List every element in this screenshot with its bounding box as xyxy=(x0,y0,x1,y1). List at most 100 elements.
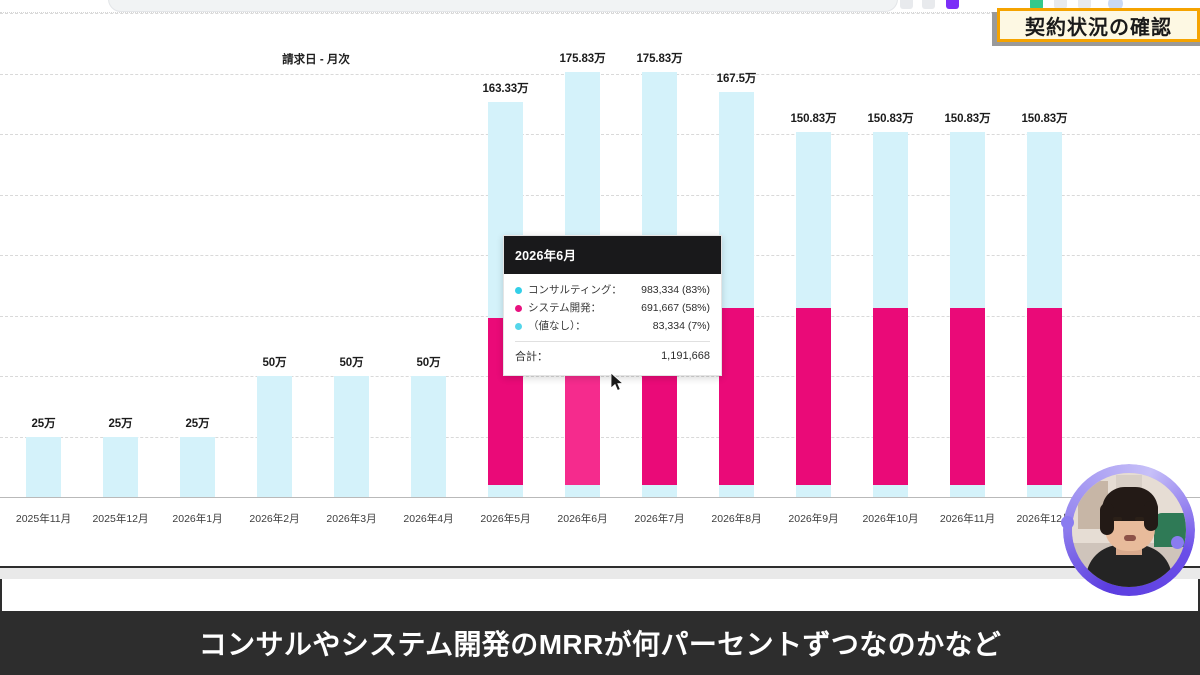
bar-value-label: 50万 xyxy=(339,357,364,369)
bar-value-label: 175.83万 xyxy=(636,52,683,65)
page-top-divider xyxy=(0,12,1200,13)
panel-gray-band xyxy=(0,568,1200,579)
x-axis-title: 請求日 - 月次 xyxy=(282,54,350,66)
chart-bar-group[interactable]: 150.83万 xyxy=(775,13,852,497)
bar-total[interactable] xyxy=(180,436,215,497)
webcam-base-mask xyxy=(1063,591,1195,611)
tooltip-rows: コンサルティング： 983,334 (83%) システム開発： 691,667 (58… xyxy=(504,274,721,375)
chart-bar-group[interactable]: 25万 xyxy=(159,13,236,497)
extension-green-icon[interactable] xyxy=(1030,0,1043,9)
browser-toolbar xyxy=(0,0,1200,12)
x-axis-tick-label: 2026年11月 xyxy=(939,513,996,525)
x-axis-tick-label: 2026年10月 xyxy=(862,513,919,525)
bar-total[interactable] xyxy=(411,376,446,497)
title-badge-label: 契約状況の確認 xyxy=(1025,16,1172,39)
x-axis-tick-label: 2026年7月 xyxy=(634,513,685,525)
chart-gridline xyxy=(0,376,1200,377)
tooltip-row: コンサルティング： 983,334 (83%) xyxy=(515,282,710,298)
tooltip-series-value: 983,334 (83%) xyxy=(641,284,710,296)
chart-bar-group[interactable]: 50万 xyxy=(236,13,313,497)
x-axis-tick-label: 2026年1月 xyxy=(172,513,223,525)
panel-lower-area xyxy=(0,579,1200,611)
x-axis-tick-label: 2026年9月 xyxy=(788,513,839,525)
bar-system-development[interactable] xyxy=(873,307,908,485)
webcam-bubble xyxy=(1061,464,1195,596)
tooltip-total-row: 合計： 1,191,668 xyxy=(515,348,710,371)
mouse-cursor-icon xyxy=(611,373,624,392)
chart-bar-group[interactable]: 150.83万 xyxy=(1006,13,1083,497)
x-axis-tick-label: 2026年4月 xyxy=(403,513,454,525)
chart-bar-group[interactable]: 50万 xyxy=(390,13,467,497)
bar-system-development[interactable] xyxy=(1027,307,1062,485)
bar-system-development[interactable] xyxy=(719,307,754,485)
bar-value-label: 50万 xyxy=(262,357,287,369)
x-axis-tick-label: 2026年2月 xyxy=(249,513,300,525)
bar-system-development[interactable] xyxy=(796,307,831,485)
bookmark-icon[interactable] xyxy=(922,0,935,9)
webcam-video xyxy=(1072,473,1186,587)
bar-total[interactable] xyxy=(26,436,61,497)
chart-bar-group[interactable]: 50万 xyxy=(313,13,390,497)
webcam-accent-dot xyxy=(1061,516,1074,529)
bar-value-label: 175.83万 xyxy=(559,52,606,65)
bar-value-label: 163.33万 xyxy=(482,82,529,95)
tooltip-series-dot-icon xyxy=(515,322,522,330)
extension-purple-icon[interactable] xyxy=(946,0,959,9)
bar-total[interactable] xyxy=(257,376,292,497)
x-axis-tick-label: 2026年6月 xyxy=(557,513,608,525)
tooltip-series-value: 691,667 (58%) xyxy=(641,302,710,314)
tooltip-series-name: （値なし）： xyxy=(528,320,586,332)
bar-value-label: 25万 xyxy=(108,417,133,430)
bar-total[interactable] xyxy=(103,436,138,497)
tooltip-title: 2026年6月 xyxy=(504,236,721,274)
bar-value-label: 167.5万 xyxy=(716,72,757,85)
tooltip-row: システム開発： 691,667 (58%) xyxy=(515,300,710,316)
chart-bar-group[interactable]: 25万 xyxy=(82,13,159,497)
chart-bar-group[interactable]: 25万 xyxy=(5,13,82,497)
chart-bar-group[interactable]: 167.5万 xyxy=(698,13,775,497)
extensions-icon[interactable] xyxy=(900,0,913,9)
chart-gridline xyxy=(0,13,1200,14)
bar-value-label: 150.83万 xyxy=(790,113,837,125)
title-badge: 契約状況の確認 xyxy=(997,8,1200,42)
tooltip-total-label: 合計： xyxy=(515,351,548,363)
tooltip-series-dot-icon xyxy=(515,286,522,294)
x-axis-tick-label: 2026年3月 xyxy=(326,513,377,525)
bar-value-label: 150.83万 xyxy=(1021,113,1068,125)
x-axis: 2025年11月 2025年12月 2026年1月 2026年2月 2026年3月 202… xyxy=(0,497,1200,566)
menu-icon[interactable] xyxy=(1078,0,1091,9)
bar-value-label: 150.83万 xyxy=(944,113,991,125)
chart-tooltip: 2026年6月 コンサルティング： 983,334 (83%) システム開発： 691… xyxy=(503,235,722,376)
bar-system-development[interactable] xyxy=(950,307,985,485)
chart-bar-group[interactable]: 150.83万 xyxy=(852,13,929,497)
bar-value-label: 25万 xyxy=(185,417,210,430)
bar-value-label: 25万 xyxy=(31,417,56,430)
share-icon[interactable] xyxy=(1054,0,1067,9)
caption-bar: コンサルやシステム開発のMRRが何パーセントずつなのかなど xyxy=(0,611,1200,675)
address-bar-input[interactable] xyxy=(108,0,898,12)
panel-divider xyxy=(0,566,1200,568)
chart-bar-group[interactable]: 150.83万 xyxy=(929,13,1006,497)
caption-text: コンサルやシステム開発のMRRが何パーセントずつなのかなど xyxy=(198,629,1002,660)
bar-total[interactable] xyxy=(334,376,369,497)
x-axis-baseline xyxy=(0,497,1200,498)
tooltip-row: （値なし）： 83,334 (7%) xyxy=(515,318,710,334)
tooltip-series-name: システム開発： xyxy=(528,302,602,314)
chart-gridline xyxy=(0,436,1200,438)
x-axis-tick-label: 2026年5月 xyxy=(480,513,531,525)
tooltip-series-dot-icon xyxy=(515,304,522,312)
chart-gridline xyxy=(0,134,1200,135)
x-axis-tick-label: 2026年12月 xyxy=(1016,513,1073,525)
tooltip-total-value: 1,191,668 xyxy=(661,350,710,362)
bar-value-label: 50万 xyxy=(416,357,441,369)
chart-panel: 25万 25万 25万 50万 50万 50万 163.33万 175.83万 175.83万 1… xyxy=(0,13,1200,566)
x-axis-tick-label: 2026年8月 xyxy=(711,513,762,525)
x-axis-tick-label: 2025年12月 xyxy=(92,513,149,525)
tooltip-series-value: 83,334 (7%) xyxy=(652,320,710,332)
webcam-accent-dot xyxy=(1171,536,1184,549)
chart-gridline xyxy=(0,73,1200,75)
tooltip-series-name: コンサルティング： xyxy=(528,284,622,296)
chart-gridline xyxy=(0,194,1200,196)
profile-avatar-icon[interactable] xyxy=(1108,0,1123,11)
